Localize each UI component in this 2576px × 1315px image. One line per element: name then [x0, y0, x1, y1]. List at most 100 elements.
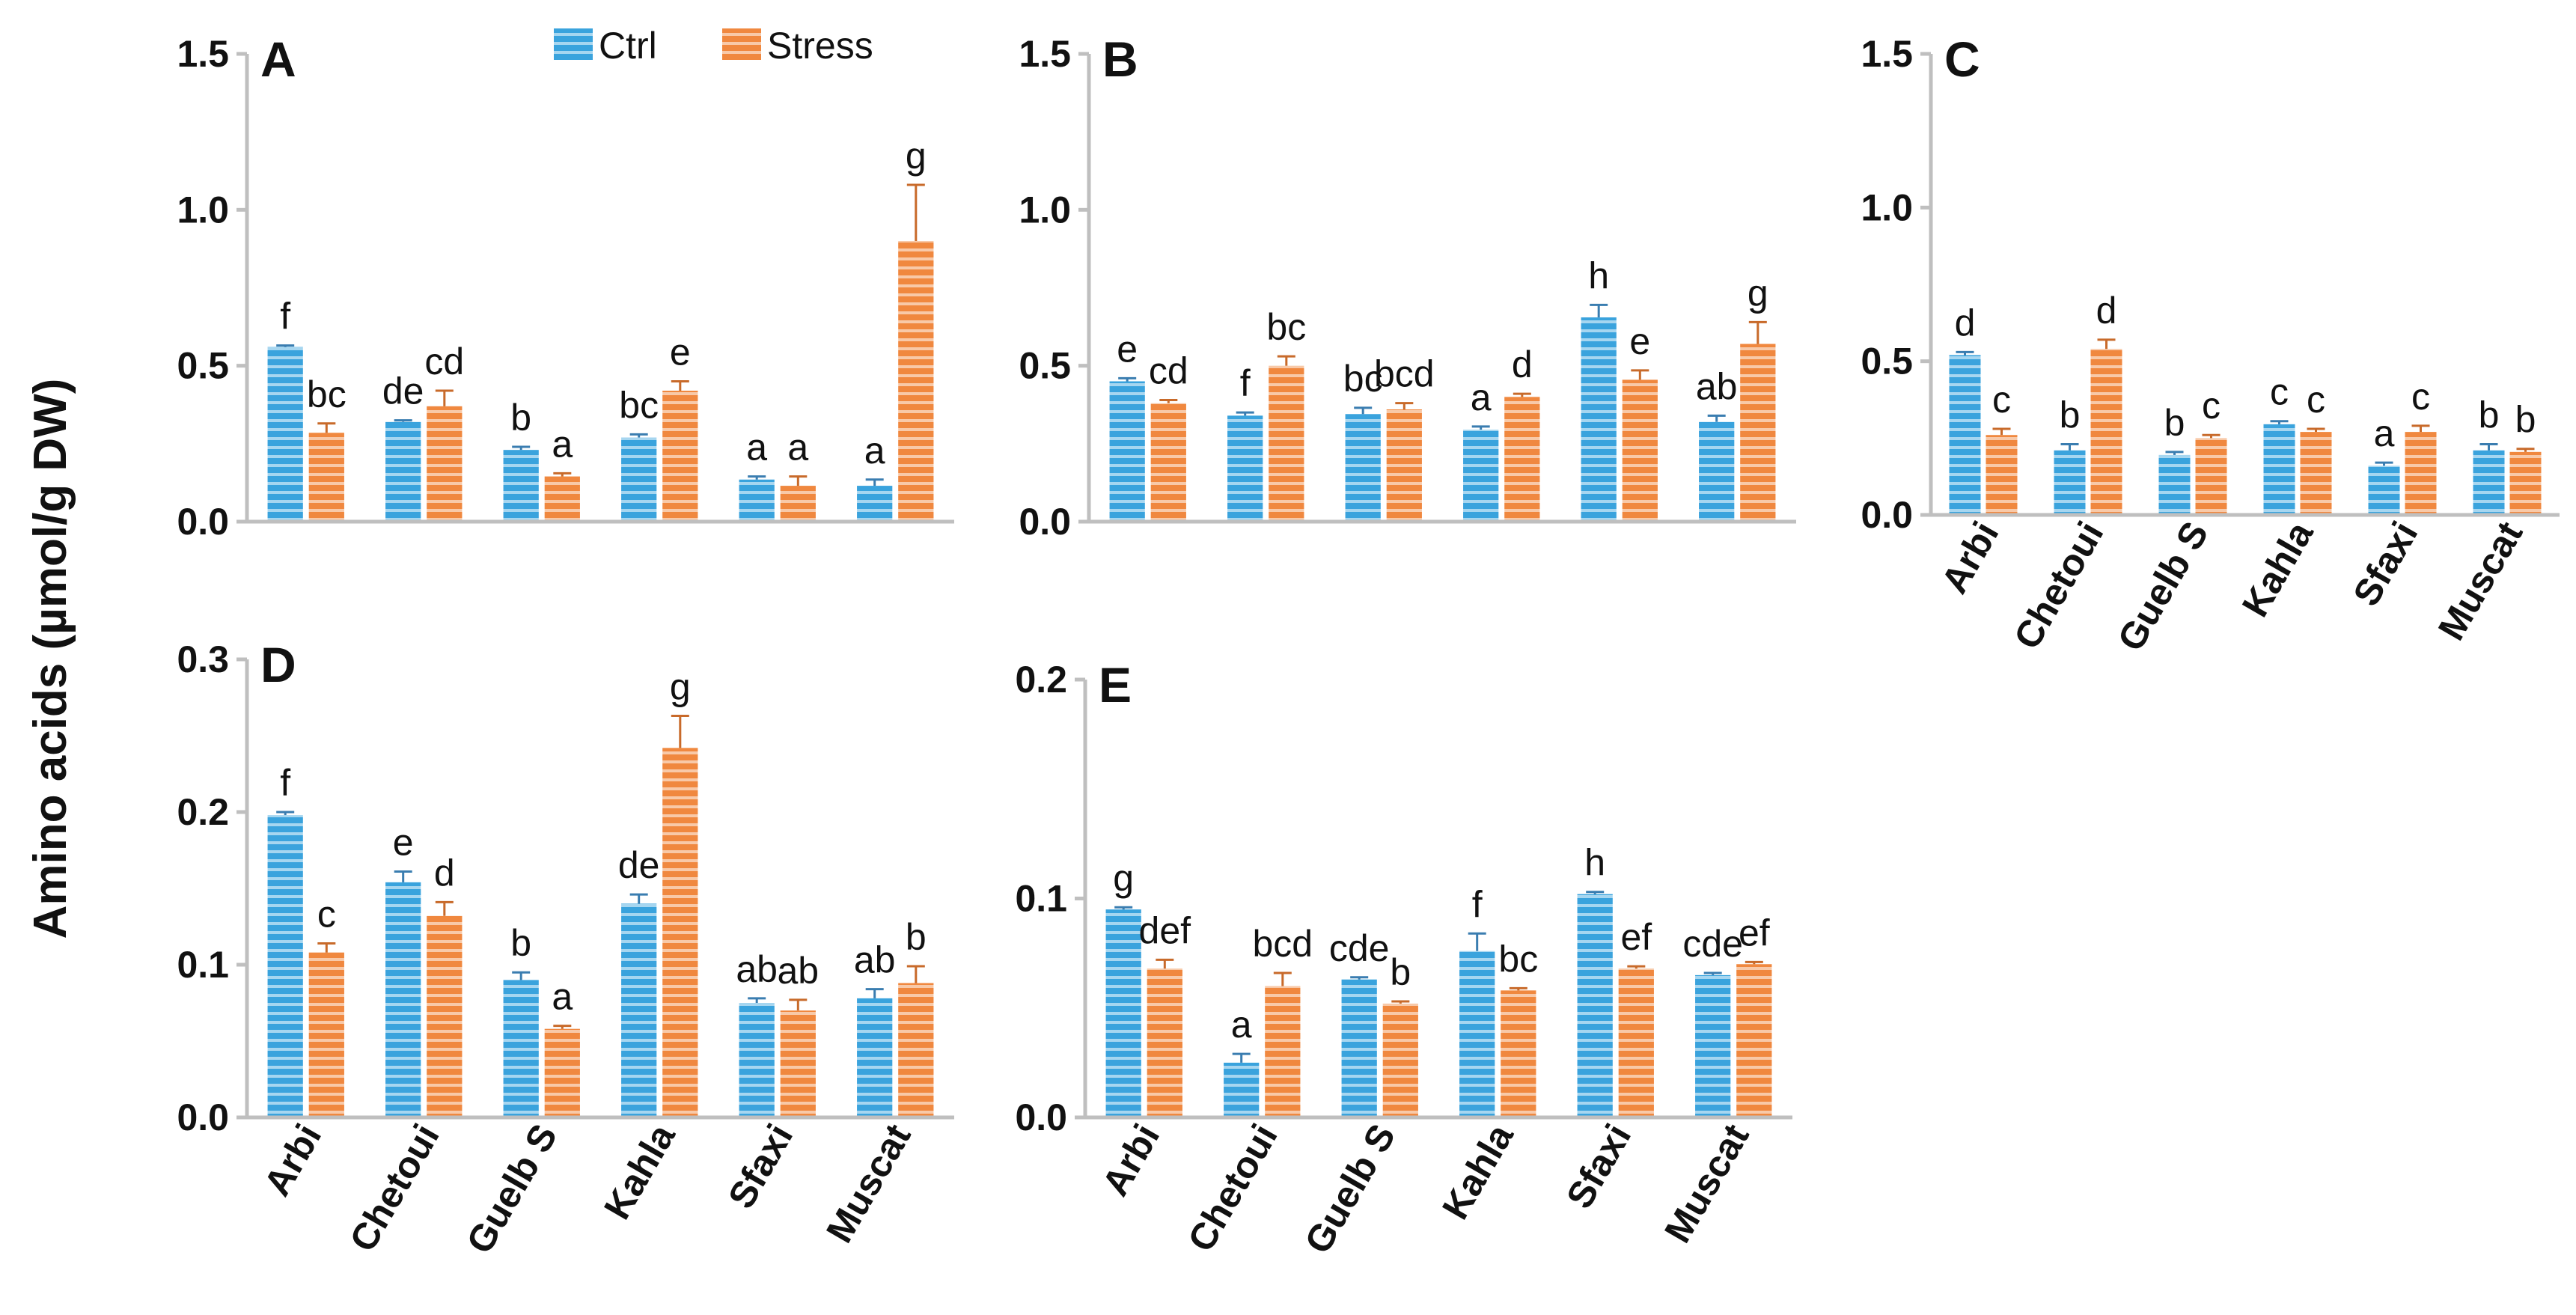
- error-bar-stress: [789, 475, 808, 486]
- bar-ctrl-chetoui: [1224, 1062, 1260, 1117]
- bar-stress-arbi: [308, 952, 344, 1117]
- significance-letter: f: [1472, 883, 1483, 925]
- error-bar-ctrl: [394, 419, 412, 422]
- significance-letter: c: [2307, 379, 2325, 421]
- significance-letter: bcd: [1374, 353, 1435, 395]
- bar-stress-guelb-s: [2195, 438, 2227, 515]
- significance-letter: a: [1471, 376, 1492, 418]
- bar-stress-chetoui: [427, 406, 463, 522]
- error-bar-stress: [435, 900, 454, 916]
- y-tick-label: 0.1: [177, 944, 229, 986]
- error-bar-ctrl: [512, 445, 531, 451]
- bar-ctrl-sfaxi: [1581, 317, 1617, 522]
- x-tick-label: Kahla: [2234, 513, 2322, 623]
- error-bar-stress: [2202, 433, 2221, 439]
- significance-letter: bc: [1343, 358, 1383, 400]
- error-bar-ctrl: [276, 811, 295, 816]
- panel-label: B: [1102, 31, 1138, 87]
- y-tick-label: 1.0: [177, 189, 229, 231]
- x-tick-label: Guelb S: [1296, 1117, 1403, 1261]
- bar-stress-muscat: [898, 241, 934, 522]
- bar-ctrl-muscat: [1699, 421, 1735, 522]
- bar-stress-muscat: [898, 983, 934, 1117]
- x-tick-label: Sfaxi: [720, 1117, 801, 1216]
- error-bar-stress: [1391, 1000, 1410, 1004]
- significance-letter: d: [2096, 290, 2117, 332]
- y-tick-label: 0.0: [1015, 1096, 1067, 1138]
- significance-letter: def: [1139, 909, 1191, 951]
- bar-stress-arbi: [1147, 968, 1182, 1117]
- x-tick-label: Kahla: [596, 1116, 683, 1226]
- significance-letter: cd: [1149, 350, 1188, 392]
- y-tick-label: 0.0: [1861, 494, 1913, 536]
- y-tick-label: 0.5: [1019, 345, 1071, 387]
- bar-stress-muscat: [2509, 451, 2542, 515]
- error-bar-stress: [1159, 399, 1178, 403]
- x-tick-label: Muscat: [1656, 1117, 1757, 1249]
- error-bar-ctrl: [1586, 891, 1605, 894]
- x-tick-label: Sfaxi: [2345, 515, 2426, 614]
- error-bar-ctrl: [1114, 906, 1133, 910]
- significance-letter: bc: [619, 384, 659, 426]
- error-bar-ctrl: [748, 475, 766, 480]
- bar-ctrl-chetoui: [385, 421, 421, 522]
- error-bar-ctrl: [865, 988, 884, 998]
- bar-stress-kahla: [1504, 397, 1540, 522]
- significance-letter: g: [1113, 857, 1134, 899]
- legend-swatch-stress: [722, 28, 761, 60]
- error-bar-stress: [2516, 448, 2535, 452]
- significance-letter: bcd: [1253, 923, 1313, 965]
- error-bar-ctrl: [1703, 971, 1722, 975]
- significance-letter: d: [434, 852, 455, 894]
- error-bar-stress: [2097, 338, 2116, 350]
- bar-ctrl-kahla: [621, 437, 657, 522]
- error-bar-ctrl: [2165, 451, 2184, 455]
- significance-letter: c: [2411, 376, 2430, 418]
- error-bar-stress: [2411, 424, 2430, 433]
- significance-letter: cd: [424, 341, 464, 382]
- significance-letter: ef: [1739, 912, 1770, 954]
- significance-letter: g: [906, 135, 927, 177]
- bar-stress-muscat: [1740, 344, 1776, 522]
- significance-letter: b: [2060, 394, 2081, 436]
- error-bar-stress: [1156, 958, 1174, 969]
- bar-ctrl-chetoui: [2054, 450, 2086, 515]
- x-tick-label: Chetoui: [1179, 1117, 1286, 1259]
- error-bar-ctrl: [276, 344, 295, 347]
- significance-letter: c: [2202, 385, 2221, 427]
- bar-ctrl-kahla: [2263, 424, 2295, 515]
- bar-ctrl-arbi: [1949, 355, 1981, 515]
- x-tick-label: Guelb S: [2110, 515, 2217, 659]
- significance-letter: h: [1584, 842, 1605, 884]
- y-tick-label: 1.5: [1861, 33, 1913, 75]
- bar-stress-sfaxi: [2405, 432, 2437, 515]
- error-bar-stress: [1509, 986, 1527, 991]
- error-bar-stress: [1745, 960, 1763, 965]
- significance-letter: b: [510, 922, 531, 964]
- y-tick-label: 0.2: [1015, 659, 1067, 701]
- error-bar-ctrl: [1354, 406, 1373, 415]
- bar-stress-arbi: [1986, 435, 2018, 515]
- bar-stress-kahla: [2300, 432, 2332, 515]
- panel-label: A: [260, 31, 296, 87]
- significance-letter: b: [906, 916, 927, 958]
- y-tick-label: 0.2: [177, 791, 229, 833]
- bar-stress-muscat: [1736, 964, 1772, 1117]
- bar-ctrl-muscat: [2473, 450, 2505, 515]
- bar-ctrl-arbi: [1109, 381, 1145, 522]
- significance-letter: a: [864, 430, 885, 472]
- significance-letter: a: [2374, 412, 2395, 454]
- significance-letter: cde: [1682, 923, 1743, 965]
- error-bar-stress: [1277, 355, 1295, 366]
- error-bar-ctrl: [1956, 350, 1974, 356]
- significance-letter: b: [2515, 399, 2536, 441]
- bar-stress-guelb-s: [544, 1028, 580, 1117]
- significance-letter: g: [670, 665, 691, 707]
- bar-stress-guelb-s: [544, 476, 580, 522]
- significance-letter: e: [670, 332, 691, 373]
- significance-letter: ab: [854, 939, 896, 981]
- significance-letter: f: [280, 762, 290, 804]
- error-bar-stress: [435, 389, 454, 406]
- x-tick-label: Sfaxi: [1558, 1117, 1639, 1216]
